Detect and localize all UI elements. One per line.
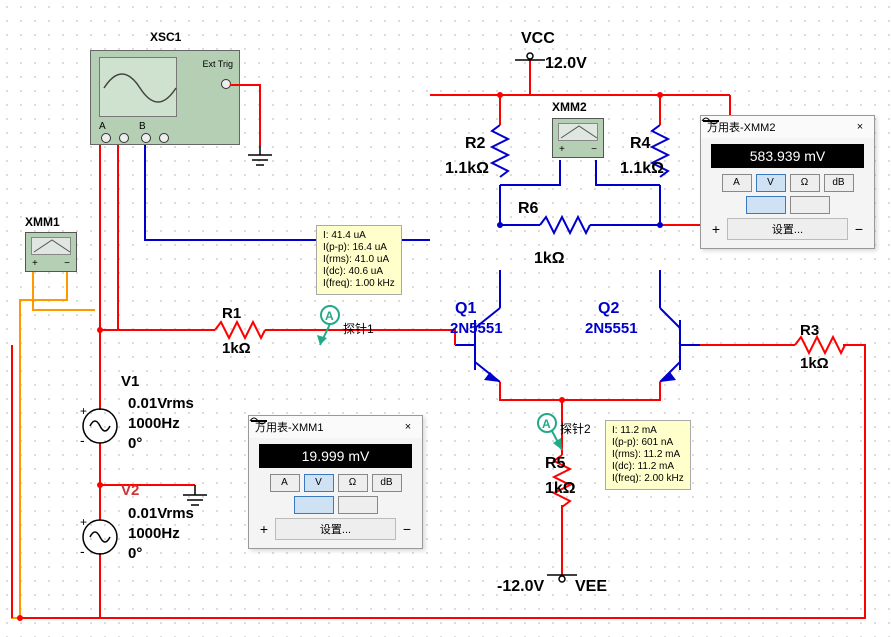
probe2-label: 探针2 xyxy=(560,420,591,437)
xmm1-mode-db[interactable]: dB xyxy=(372,474,402,492)
xmm2-reading: 583.939 mV xyxy=(711,144,864,168)
xmm1-mode-ohm[interactable]: Ω xyxy=(338,474,368,492)
xmm1-settings-button[interactable]: 设置... xyxy=(275,518,396,540)
xmm2-mode-v[interactable]: V xyxy=(756,174,786,192)
svg-text:-: - xyxy=(80,543,85,559)
vee-label: VEE xyxy=(575,578,607,596)
xmm2-mode-ohm[interactable]: Ω xyxy=(790,174,820,192)
v1-name: V1 xyxy=(121,373,139,390)
t1-l3: I(rms): 41.0 uA xyxy=(323,254,395,266)
v2-l1: 0.01Vrms xyxy=(128,505,194,522)
probe2-tooltip: I: 11.2 mA I(p-p): 601 nA I(rms): 11.2 m… xyxy=(605,420,691,490)
r4-value: 1.1kΩ xyxy=(620,160,664,178)
v2-name: V2 xyxy=(121,482,139,499)
q1-model: 2N5551 xyxy=(450,320,503,337)
r5-value: 1kΩ xyxy=(545,480,576,498)
xmm1-panel[interactable]: 万用表-XMM1 × 19.999 mV A V Ω dB + 设置... − xyxy=(248,415,423,549)
xmm1-plus-icon: + xyxy=(259,521,269,537)
svg-text:+: + xyxy=(80,515,87,529)
probe1-label: 探针1 xyxy=(343,320,374,337)
r6-name: R6 xyxy=(518,200,538,218)
t1-l5: I(freq): 1.00 kHz xyxy=(323,278,395,290)
v1-l2: 1000Hz xyxy=(128,415,180,432)
r2-name: R2 xyxy=(465,135,485,153)
svg-text:A: A xyxy=(325,309,334,323)
r1-name: R1 xyxy=(222,305,241,322)
xmm2-close-icon[interactable]: × xyxy=(852,121,868,133)
v1-l1: 0.01Vrms xyxy=(128,395,194,412)
xmm1-ac-button[interactable] xyxy=(294,496,334,514)
xmm2-plus-icon: + xyxy=(711,221,721,237)
xmm2-minus-icon: − xyxy=(854,221,864,237)
xmm2-dc-button[interactable] xyxy=(790,196,830,214)
xmm2-mode-a[interactable]: A xyxy=(722,174,752,192)
xmm2-settings-button[interactable]: 设置... xyxy=(727,218,848,240)
r5-name: R5 xyxy=(545,455,565,473)
t1-l4: I(dc): 40.6 uA xyxy=(323,266,395,278)
r3-name: R3 xyxy=(800,322,819,339)
r4-name: R4 xyxy=(630,135,650,153)
svg-text:-: - xyxy=(80,432,85,448)
svg-text:+: + xyxy=(80,404,87,418)
xmm1-close-icon[interactable]: × xyxy=(400,421,416,433)
r6-value: 1kΩ xyxy=(534,250,565,268)
t2-l4: I(dc): 11.2 mA xyxy=(612,461,684,473)
xmm1-mode-v[interactable]: V xyxy=(304,474,334,492)
xmm1-minus-icon: − xyxy=(402,521,412,537)
xmm1-reading: 19.999 mV xyxy=(259,444,412,468)
q2-name: Q2 xyxy=(598,300,619,318)
probe1-tooltip: I: 41.4 uA I(p-p): 16.4 uA I(rms): 41.0 … xyxy=(316,225,402,295)
vcc-label: VCC xyxy=(521,30,555,48)
vcc-value: 12.0V xyxy=(545,55,587,73)
xmm2-mode-db[interactable]: dB xyxy=(824,174,854,192)
r2-value: 1.1kΩ xyxy=(445,160,489,178)
t2-l1: I: 11.2 mA xyxy=(612,425,684,437)
r3-value: 1kΩ xyxy=(800,355,829,372)
t2-l2: I(p-p): 601 nA xyxy=(612,437,684,449)
t2-l5: I(freq): 2.00 kHz xyxy=(612,473,684,485)
r1-value: 1kΩ xyxy=(222,340,251,357)
q2-model: 2N5551 xyxy=(585,320,638,337)
t1-l2: I(p-p): 16.4 uA xyxy=(323,242,395,254)
xmm1-mode-a[interactable]: A xyxy=(270,474,300,492)
xmm2-panel[interactable]: 万用表-XMM2 × 583.939 mV A V Ω dB + 设置... − xyxy=(700,115,875,249)
v2-l3: 0° xyxy=(128,545,142,562)
vee-value: -12.0V xyxy=(497,578,544,596)
q1-name: Q1 xyxy=(455,300,476,318)
t1-l1: I: 41.4 uA xyxy=(323,230,395,242)
v2-l2: 1000Hz xyxy=(128,525,180,542)
xmm2-ac-button[interactable] xyxy=(746,196,786,214)
v1-l3: 0° xyxy=(128,435,142,452)
svg-text:A: A xyxy=(542,417,551,431)
t2-l3: I(rms): 11.2 mA xyxy=(612,449,684,461)
xmm1-dc-button[interactable] xyxy=(338,496,378,514)
